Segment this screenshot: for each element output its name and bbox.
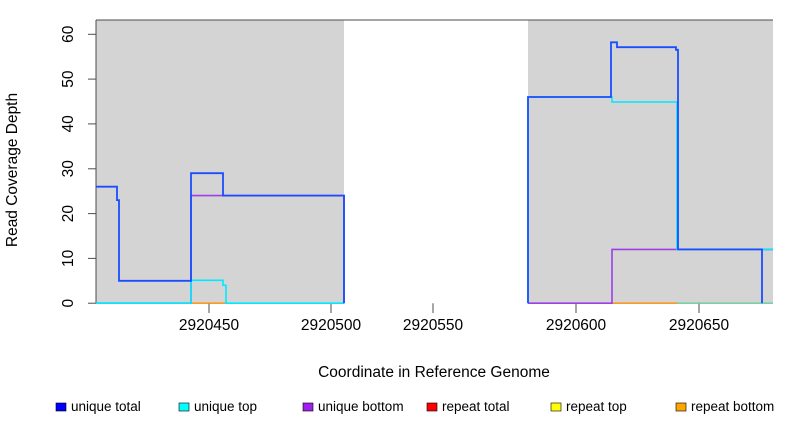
svg-text:60: 60 (60, 25, 77, 43)
svg-text:Coordinate in Reference Genome: Coordinate in Reference Genome (318, 364, 550, 381)
svg-text:repeat bottom: repeat bottom (691, 399, 774, 414)
svg-text:repeat total: repeat total (442, 399, 510, 414)
svg-text:2920450: 2920450 (179, 317, 240, 334)
svg-text:2920650: 2920650 (669, 317, 730, 334)
svg-text:30: 30 (60, 160, 77, 178)
svg-text:unique total: unique total (71, 399, 141, 414)
svg-text:2920500: 2920500 (301, 317, 362, 334)
svg-text:repeat top: repeat top (566, 399, 627, 414)
svg-text:40: 40 (60, 115, 77, 133)
svg-text:Read Coverage Depth: Read Coverage Depth (4, 93, 21, 247)
svg-text:0: 0 (60, 299, 77, 308)
svg-text:20: 20 (60, 205, 77, 223)
svg-text:50: 50 (60, 70, 77, 88)
svg-text:unique bottom: unique bottom (318, 399, 404, 414)
svg-text:2920550: 2920550 (403, 317, 464, 334)
svg-text:unique top: unique top (194, 399, 257, 414)
svg-text:10: 10 (60, 249, 77, 267)
svg-text:2920600: 2920600 (546, 317, 607, 334)
